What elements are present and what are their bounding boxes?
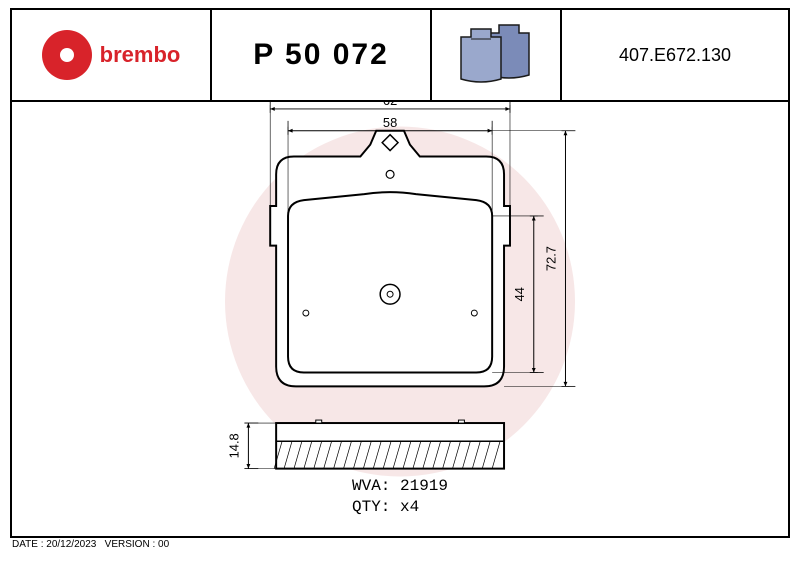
info-block: WVA: 21919 QTY: x4 — [352, 476, 448, 518]
part-number-cell: P 50 072 — [212, 10, 432, 100]
brake-pad-icon — [453, 23, 539, 87]
brembo-disc-icon — [42, 30, 92, 80]
brand-logo-cell: brembo — [12, 10, 212, 100]
qty-row: QTY: x4 — [352, 497, 448, 518]
brand-name: brembo — [100, 42, 181, 68]
reference-number-cell: 407.E672.130 — [562, 10, 788, 100]
svg-text:14.8: 14.8 — [226, 433, 241, 458]
footer-version-value: 00 — [158, 539, 169, 550]
drawing-sheet: brembo P 50 072 407.E672.130 62 — [10, 8, 790, 538]
product-icon-cell — [432, 10, 562, 100]
qty-value: x4 — [400, 498, 419, 516]
wva-label: WVA: — [352, 477, 390, 495]
technical-drawing: 62 58 44 72.7 — [12, 102, 788, 536]
footer-date-value: 20/12/2023 — [46, 539, 96, 550]
part-number: P 50 072 — [253, 38, 389, 72]
svg-text:72.7: 72.7 — [544, 246, 559, 271]
drawing-area: 62 58 44 72.7 — [12, 102, 788, 536]
footer-meta: DATE : 20/12/2023 VERSION : 00 — [12, 539, 169, 550]
qty-label: QTY: — [352, 498, 390, 516]
svg-text:44: 44 — [512, 287, 527, 301]
footer-date-label: DATE : — [12, 539, 43, 550]
footer-version-label: VERSION : — [105, 539, 156, 550]
header-row: brembo P 50 072 407.E672.130 — [12, 10, 788, 102]
reference-number: 407.E672.130 — [619, 45, 731, 66]
svg-text:62: 62 — [383, 102, 397, 108]
svg-text:58: 58 — [383, 115, 397, 130]
wva-row: WVA: 21919 — [352, 476, 448, 497]
wva-value: 21919 — [400, 477, 448, 495]
brembo-hub-icon — [60, 48, 74, 62]
